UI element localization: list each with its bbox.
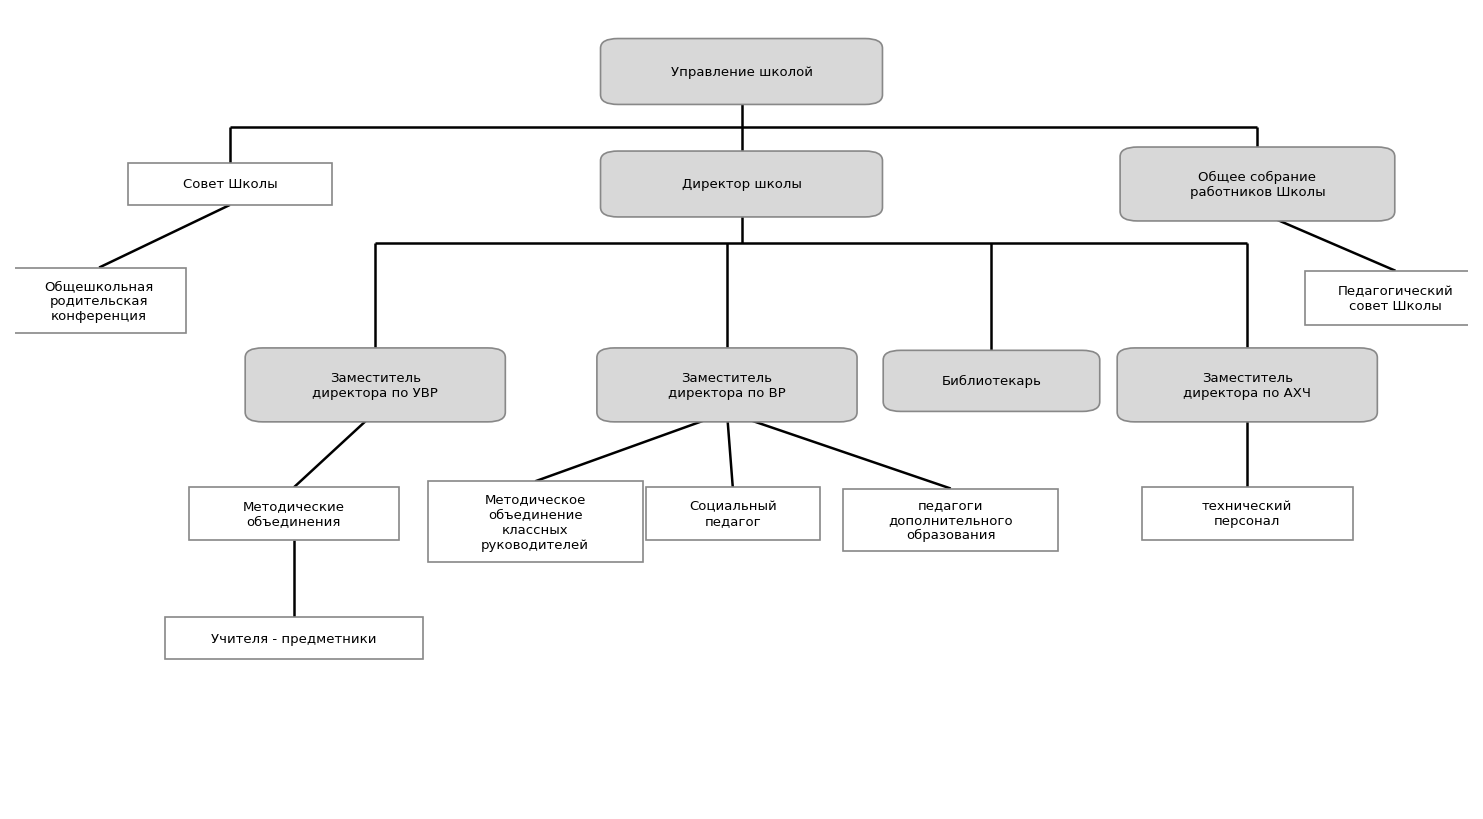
Bar [1305, 271, 1483, 326]
Text: Общешкольная
родительская
конференция: Общешкольная родительская конференция [44, 279, 154, 323]
Text: Педагогический
совет Школы: Педагогический совет Школы [1338, 285, 1453, 313]
FancyBboxPatch shape [601, 39, 882, 106]
Bar [645, 488, 820, 540]
Text: Социальный
педагог: Социальный педагог [690, 500, 777, 527]
Bar [1142, 488, 1352, 540]
Text: Управление школой: Управление школой [670, 66, 813, 79]
Text: Учителя - предметники: Учителя - предметники [211, 631, 377, 645]
Text: Заместитель
директора по ВР: Заместитель директора по ВР [669, 372, 786, 400]
FancyBboxPatch shape [1120, 148, 1396, 222]
Bar [844, 489, 1059, 551]
Text: Общее собрание
работников Школы: Общее собрание работников Школы [1189, 170, 1326, 199]
Text: Заместитель
директора по УВР: Заместитель директора по УВР [313, 372, 437, 400]
Text: Совет Школы: Совет Школы [182, 179, 277, 192]
FancyBboxPatch shape [245, 349, 506, 423]
FancyBboxPatch shape [1117, 349, 1378, 423]
Text: Методические
объединения: Методические объединения [243, 500, 346, 527]
FancyBboxPatch shape [596, 349, 857, 423]
FancyBboxPatch shape [884, 351, 1100, 412]
Bar [165, 618, 423, 659]
Text: Библиотекарь: Библиотекарь [942, 375, 1041, 388]
Bar [12, 269, 187, 334]
Bar [427, 482, 642, 562]
Text: педагоги
дополнительного
образования: педагоги дополнительного образования [888, 499, 1013, 542]
FancyBboxPatch shape [601, 152, 882, 218]
Bar [188, 488, 399, 540]
Text: Заместитель
директора по АХЧ: Заместитель директора по АХЧ [1183, 372, 1311, 400]
Text: технический
персонал: технический персонал [1203, 500, 1293, 527]
Text: Директор школы: Директор школы [682, 179, 801, 192]
Bar [128, 164, 332, 206]
Text: Методическое
объединение
классных
руководителей: Методическое объединение классных руково… [480, 493, 589, 551]
